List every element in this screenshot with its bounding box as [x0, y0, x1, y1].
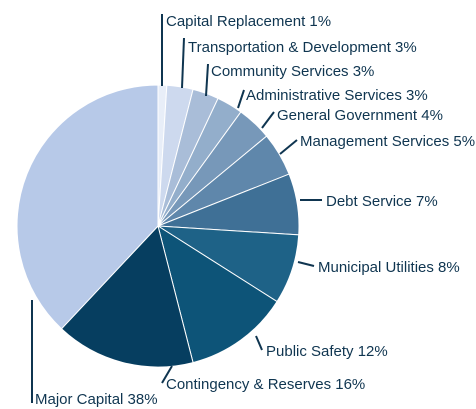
- leader-line: [255, 335, 263, 351]
- pie-slice-public-safety: [157, 224, 278, 364]
- slice-labels: Capital Replacement 1% Transportation & D…: [35, 13, 475, 408]
- leader-line: [205, 63, 209, 97]
- slice-label: Management Services 5%: [300, 133, 475, 150]
- pie-slice-major-capital: [16, 84, 159, 330]
- leader-line: [261, 111, 275, 129]
- leader-lines: [31, 14, 322, 403]
- slice-label: Contingency & Reserves 16%: [166, 376, 365, 393]
- leader-line: [237, 89, 245, 109]
- leader-line: [279, 139, 298, 155]
- slice-label: Transportation & Development 3%: [188, 39, 417, 56]
- slice-label: Community Services 3%: [211, 63, 374, 80]
- slice-label: General Government 4%: [277, 107, 443, 124]
- pie-slice-contingency-reserves: [60, 224, 194, 368]
- slice-label: Debt Service 7%: [326, 193, 438, 210]
- slice-label: Public Safety 12%: [266, 343, 388, 360]
- slice-label: Municipal Utilities 8%: [318, 259, 460, 276]
- leader-line: [161, 365, 173, 384]
- leader-line: [181, 37, 185, 89]
- leader-line: [297, 261, 315, 267]
- slice-label: Administrative Services 3%: [246, 87, 428, 104]
- slice-label: Capital Replacement 1%: [166, 13, 331, 30]
- slice-label: Major Capital 38%: [35, 391, 158, 408]
- pie-slices: [16, 84, 300, 368]
